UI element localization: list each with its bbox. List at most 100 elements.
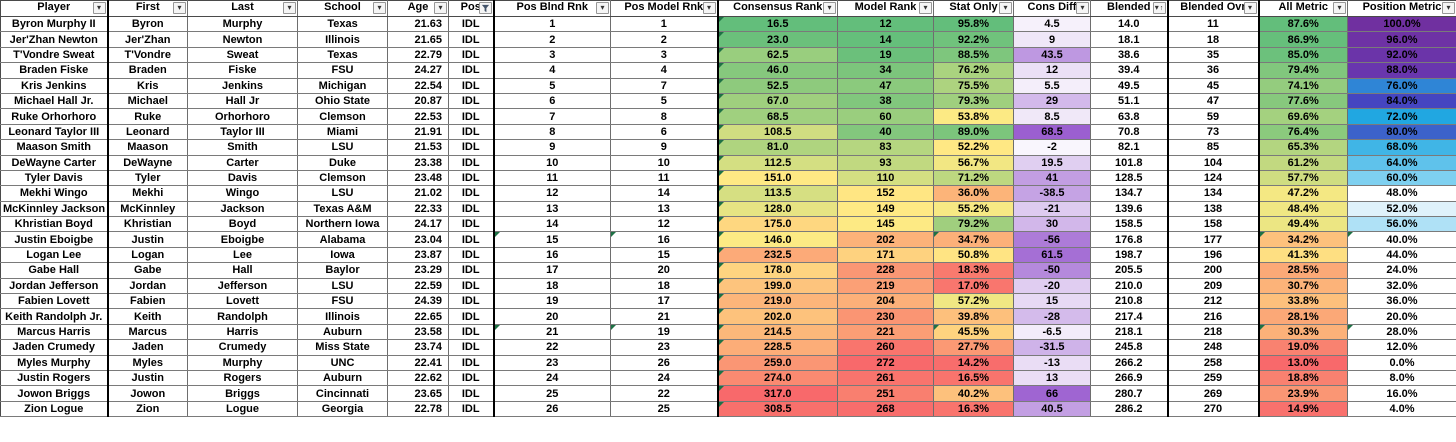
cell-model_rank[interactable]: 93	[837, 155, 934, 171]
cell-first[interactable]: Khristian	[107, 216, 188, 233]
cell-pos_model_rnk[interactable]: 16	[610, 231, 719, 248]
cell-model_rank[interactable]: 272	[837, 355, 934, 371]
cell-pos[interactable]: IDL	[448, 231, 495, 248]
cell-stat_only[interactable]: 16.3%	[933, 401, 1014, 418]
cell-blended[interactable]: 82.1	[1090, 139, 1169, 156]
cell-all_metric[interactable]: 23.9%	[1258, 385, 1348, 402]
cell-first[interactable]: Justin	[107, 370, 188, 387]
cell-pos[interactable]: IDL	[448, 324, 495, 341]
cell-model_rank[interactable]: 230	[837, 308, 934, 325]
cell-consensus_rank[interactable]: 113.5	[717, 185, 838, 202]
cell-player[interactable]: Mekhi Wingo	[0, 185, 109, 202]
cell-first[interactable]: Byron	[107, 16, 188, 33]
cell-pos_blnd_rnk[interactable]: 14	[493, 216, 611, 233]
cell-cons_diff[interactable]: -28	[1013, 308, 1091, 325]
cell-consensus_rank[interactable]: 67.0	[717, 93, 838, 110]
cell-age[interactable]: 21.02	[387, 185, 449, 202]
cell-last[interactable]: Taylor III	[187, 124, 298, 141]
cell-stat_only[interactable]: 76.2%	[933, 62, 1014, 79]
cell-consensus_rank[interactable]: 128.0	[717, 201, 838, 218]
cell-position_metric[interactable]: 68.0%	[1347, 139, 1456, 156]
cell-consensus_rank[interactable]: 232.5	[717, 247, 838, 264]
cell-first[interactable]: Braden	[107, 62, 188, 79]
cell-pos_model_rnk[interactable]: 21	[610, 308, 719, 325]
cell-pos_model_rnk[interactable]: 6	[610, 124, 719, 141]
cell-cons_diff[interactable]: 9	[1013, 31, 1091, 48]
cell-school[interactable]: Texas	[297, 16, 388, 33]
cell-pos_model_rnk[interactable]: 13	[610, 201, 719, 218]
cell-position_metric[interactable]: 76.0%	[1347, 78, 1456, 94]
cell-stat_only[interactable]: 55.2%	[933, 201, 1014, 218]
cell-school[interactable]: Baylor	[297, 262, 388, 279]
cell-model_rank[interactable]: 40	[837, 124, 934, 141]
cell-last[interactable]: Murphy	[187, 16, 298, 33]
cell-pos_model_rnk[interactable]: 26	[610, 355, 719, 371]
cell-pos[interactable]: IDL	[448, 16, 495, 33]
cell-consensus_rank[interactable]: 108.5	[717, 124, 838, 141]
cell-model_rank[interactable]: 268	[837, 401, 934, 418]
cell-first[interactable]: Justin	[107, 231, 188, 248]
cell-all_metric[interactable]: 74.1%	[1258, 78, 1348, 94]
cell-player[interactable]: Justin Eboigbe	[0, 231, 109, 248]
cell-age[interactable]: 23.04	[387, 231, 449, 248]
cell-all_metric[interactable]: 77.6%	[1258, 93, 1348, 110]
cell-stat_only[interactable]: 39.8%	[933, 308, 1014, 325]
cell-age[interactable]: 23.87	[387, 247, 449, 264]
cell-pos_model_rnk[interactable]: 3	[610, 47, 719, 64]
cell-stat_only[interactable]: 75.5%	[933, 78, 1014, 94]
filter-dropdown-icon[interactable]: ▾	[1076, 2, 1089, 14]
cell-pos_blnd_rnk[interactable]: 2	[493, 31, 611, 48]
filter-dropdown-icon[interactable]: ▾	[1333, 2, 1346, 14]
cell-model_rank[interactable]: 251	[837, 385, 934, 402]
cell-blended[interactable]: 158.5	[1090, 216, 1169, 233]
cell-model_rank[interactable]: 204	[837, 293, 934, 310]
cell-player[interactable]: DeWayne Carter	[0, 155, 109, 171]
cell-pos_model_rnk[interactable]: 7	[610, 78, 719, 94]
cell-player[interactable]: Leonard Taylor III	[0, 124, 109, 141]
cell-first[interactable]: T'Vondre	[107, 47, 188, 64]
cell-age[interactable]: 23.38	[387, 155, 449, 171]
cell-player[interactable]: Fabien Lovett	[0, 293, 109, 310]
cell-player[interactable]: Khristian Boyd	[0, 216, 109, 233]
cell-blended_ovr[interactable]: 200	[1167, 262, 1260, 279]
cell-age[interactable]: 22.59	[387, 278, 449, 295]
cell-school[interactable]: Miss State	[297, 339, 388, 356]
cell-blended_ovr[interactable]: 138	[1167, 201, 1260, 218]
cell-player[interactable]: Kris Jenkins	[0, 78, 109, 94]
cell-last[interactable]: Eboigbe	[187, 231, 298, 248]
cell-stat_only[interactable]: 45.5%	[933, 324, 1014, 341]
cell-age[interactable]: 24.39	[387, 293, 449, 310]
cell-consensus_rank[interactable]: 81.0	[717, 139, 838, 156]
cell-stat_only[interactable]: 95.8%	[933, 16, 1014, 33]
cell-age[interactable]: 21.91	[387, 124, 449, 141]
cell-pos_blnd_rnk[interactable]: 18	[493, 278, 611, 295]
cell-pos_blnd_rnk[interactable]: 12	[493, 185, 611, 202]
cell-consensus_rank[interactable]: 228.5	[717, 339, 838, 356]
cell-blended_ovr[interactable]: 248	[1167, 339, 1260, 356]
filter-funnel-icon[interactable]	[478, 2, 492, 14]
cell-school[interactable]: LSU	[297, 139, 388, 156]
cell-all_metric[interactable]: 49.4%	[1258, 216, 1348, 233]
cell-all_metric[interactable]: 76.4%	[1258, 124, 1348, 141]
cell-blended_ovr[interactable]: 259	[1167, 370, 1260, 387]
cell-all_metric[interactable]: 48.4%	[1258, 201, 1348, 218]
cell-blended[interactable]: 245.8	[1090, 339, 1169, 356]
filter-dropdown-icon[interactable]: ▾	[823, 2, 836, 14]
cell-player[interactable]: Zion Logue	[0, 401, 109, 418]
cell-stat_only[interactable]: 71.2%	[933, 170, 1014, 187]
cell-pos[interactable]: IDL	[448, 308, 495, 325]
cell-model_rank[interactable]: 261	[837, 370, 934, 387]
cell-cons_diff[interactable]: -2	[1013, 139, 1091, 156]
cell-model_rank[interactable]: 34	[837, 62, 934, 79]
cell-stat_only[interactable]: 57.2%	[933, 293, 1014, 310]
cell-blended[interactable]: 14.0	[1090, 16, 1169, 33]
cell-age[interactable]: 21.65	[387, 31, 449, 48]
cell-model_rank[interactable]: 14	[837, 31, 934, 48]
filter-dropdown-icon[interactable]: ▾	[373, 2, 386, 14]
cell-position_metric[interactable]: 12.0%	[1347, 339, 1456, 356]
cell-blended_ovr[interactable]: 270	[1167, 401, 1260, 418]
cell-cons_diff[interactable]: 43.5	[1013, 47, 1091, 64]
cell-consensus_rank[interactable]: 16.5	[717, 16, 838, 33]
cell-pos_model_rnk[interactable]: 24	[610, 370, 719, 387]
cell-blended_ovr[interactable]: 196	[1167, 247, 1260, 264]
